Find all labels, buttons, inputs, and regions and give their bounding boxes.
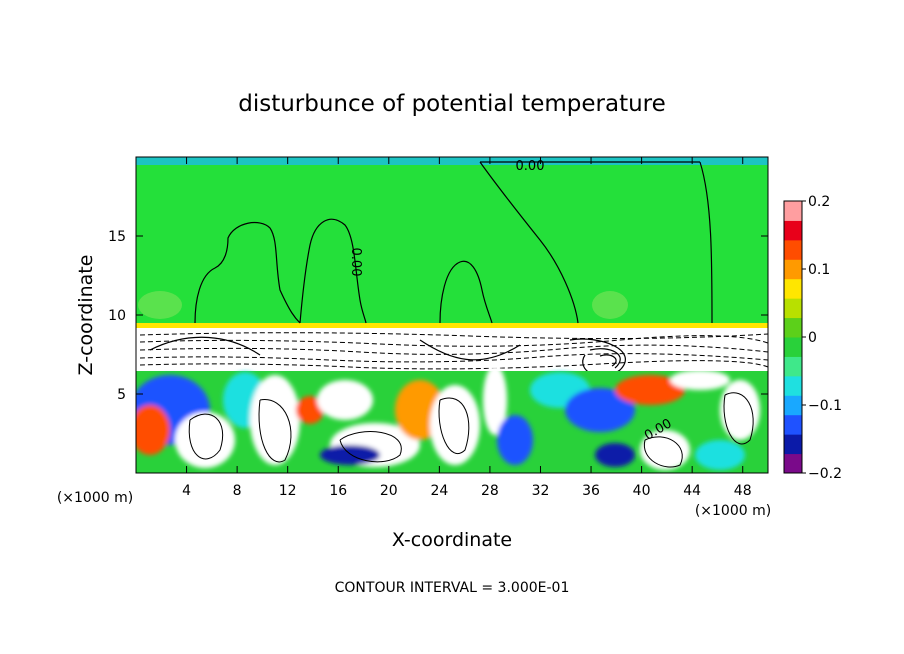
contour-label: 0.00 [348,248,363,277]
y-tick-label: 15 [108,229,126,245]
colorbar-swatch [784,375,802,396]
x-axis-label: X-coordinate [392,529,512,551]
colorbar-swatch [784,298,802,319]
colorbar-ticks: 0.2 0.1 0 −0.1 −0.2 [802,194,842,482]
colorbar-swatch [784,278,802,299]
inversion-band-fill [136,328,768,371]
inversion-dashed-contours [139,332,768,370]
colorbar-swatch [784,453,802,474]
colorbar [783,200,803,474]
top-boundary-band [136,157,768,165]
inversion-top-line [136,323,768,328]
y-axis: 5 10 15 [108,229,768,403]
colorbar-swatch [784,201,802,221]
upper-layer-patch [138,291,182,319]
colorbar-tick-label: −0.1 [808,398,842,414]
x-axis: 4 8 12 16 20 24 28 32 36 40 44 48 [182,157,752,499]
upper-zero-contours [194,161,713,324]
lower-layer-contours [188,392,754,468]
colorbar-tick-label: 0.2 [808,194,830,210]
colorbar-swatch [784,220,802,241]
x-tick-label: 8 [233,483,242,499]
y-axis-label: Z-coordinate [75,255,97,376]
x-tick-label: 4 [182,483,191,499]
colorbar-swatch [784,239,802,260]
x-tick-label: 12 [279,483,297,499]
contour-interval-note: CONTOUR INTERVAL = 3.000E-01 [335,580,570,596]
upper-layer-patch [592,291,628,319]
x-tick-label: 20 [380,483,398,499]
contour-label: 0.00 [516,159,545,174]
x-unit-label-right: (×1000 m) [695,503,771,519]
colorbar-swatch [784,395,802,416]
plot-area [136,157,768,473]
x-tick-label: 44 [683,483,701,499]
x-unit-label-left: (×1000 m) [57,490,133,506]
y-tick-label: 5 [117,387,126,403]
colorbar-swatch [784,434,802,455]
inversion-solid-contours [149,336,626,377]
colorbar-tick-label: −0.2 [808,466,842,482]
colorbar-swatch [784,337,802,357]
x-tick-label: 36 [582,483,600,499]
x-tick-label: 24 [430,483,448,499]
x-tick-label: 32 [532,483,550,499]
colorbar-tick-label: 0 [808,330,817,346]
x-tick-label: 48 [734,483,752,499]
colorbar-tick-label: 0.1 [808,262,830,278]
x-tick-label: 16 [329,483,347,499]
colorbar-swatch [784,259,802,280]
x-tick-label: 40 [633,483,651,499]
lower-layer-blobs [136,365,760,470]
colorbar-swatch [784,317,802,338]
chart-title: disturbunce of potential temperature [238,91,666,117]
y-tick-label: 10 [108,308,126,324]
colorbar-swatch [784,356,802,377]
colorbar-swatch [784,414,802,435]
x-tick-label: 28 [481,483,499,499]
